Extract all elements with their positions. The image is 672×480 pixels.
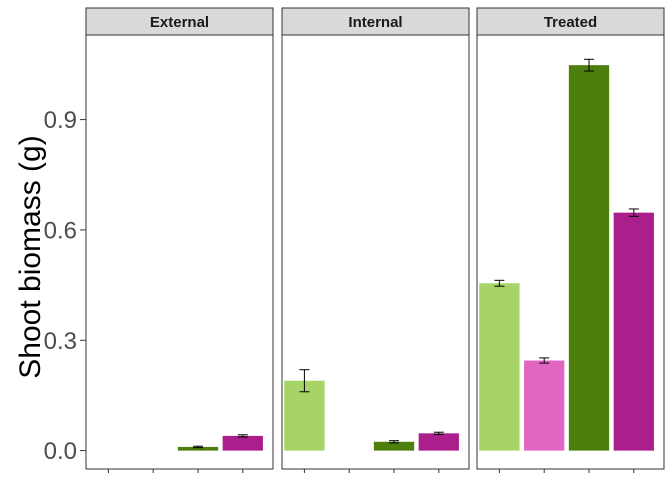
bar: [373, 441, 415, 451]
panel-border: [476, 34, 665, 470]
panel-background: [86, 35, 273, 469]
bar: [479, 283, 520, 451]
y-tick-label: 0.6: [44, 217, 77, 244]
facet-panel: Treated: [476, 7, 665, 473]
facet-strip: [281, 7, 470, 36]
y-axis: 0.0 0.3 0.6 0.9: [44, 107, 86, 465]
panel-border: [85, 34, 274, 470]
facet-panel: External: [85, 7, 274, 473]
bar: [418, 433, 459, 451]
y-tick-label: 0.0: [44, 438, 77, 465]
facet-strip: [85, 7, 274, 36]
bar: [222, 435, 263, 451]
facet-strip-label: Treated: [544, 14, 597, 31]
bar: [284, 380, 325, 451]
bar: [568, 65, 610, 451]
facet-strip: [476, 7, 665, 36]
facet-panels: External Internal Treated: [85, 7, 665, 473]
y-tick-label: 0.3: [44, 328, 77, 355]
panel-border: [281, 34, 470, 470]
y-axis-title: Shoot biomass (g): [14, 135, 47, 378]
facet-strip-label: External: [150, 14, 209, 31]
bar: [177, 446, 219, 451]
bar: [613, 212, 654, 451]
bar: [524, 360, 565, 451]
facet-strip-label: Internal: [348, 14, 402, 31]
facet-panel: Internal: [281, 7, 470, 473]
y-tick-label: 0.9: [44, 107, 77, 134]
